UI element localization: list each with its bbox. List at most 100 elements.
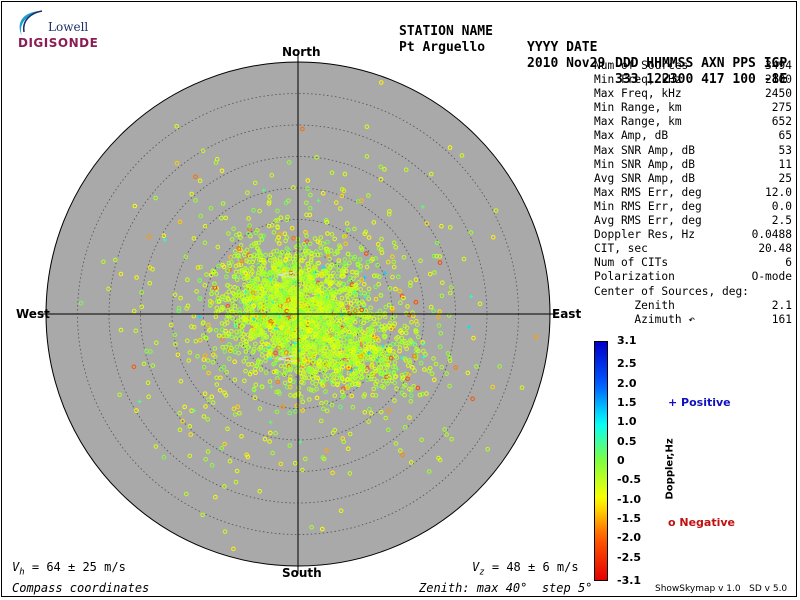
- source-point-negative: [287, 377, 293, 383]
- source-point-negative: [233, 248, 238, 254]
- source-point-negative: [412, 342, 418, 347]
- source-point-negative: [118, 271, 124, 277]
- source-point-negative: [331, 348, 336, 354]
- source-point-negative: [395, 335, 401, 340]
- source-point-negative: [405, 376, 410, 382]
- source-point-negative: [407, 415, 412, 420]
- source-point-negative: [241, 298, 247, 304]
- source-point-negative: [421, 348, 426, 354]
- source-point-negative: [260, 329, 265, 334]
- source-point-positive: [334, 335, 339, 340]
- source-point-negative: [497, 364, 502, 369]
- source-point-negative: [193, 338, 199, 344]
- source-point-negative: [265, 290, 270, 296]
- source-point-positive: [316, 293, 321, 298]
- source-point-negative: [340, 395, 345, 400]
- source-point-negative: [313, 288, 319, 294]
- source-point-negative: [393, 286, 398, 292]
- parameter-value: 0.0: [771, 199, 792, 213]
- source-point-negative: [263, 252, 268, 258]
- source-point-negative: [232, 412, 238, 417]
- source-point-negative: [265, 304, 271, 310]
- source-point-negative: [310, 270, 316, 276]
- source-point-negative: [229, 334, 234, 340]
- source-point-negative: [362, 330, 367, 336]
- source-point-negative: [355, 261, 361, 267]
- source-point-negative: [340, 389, 345, 395]
- source-point-negative: [113, 257, 118, 263]
- source-point-negative: [245, 296, 250, 302]
- source-point-negative: [378, 347, 383, 352]
- source-point-negative: [209, 291, 214, 297]
- source-point-negative: [253, 283, 258, 289]
- source-point-negative: [229, 329, 234, 334]
- source-point-negative: [101, 259, 106, 265]
- colorbar-tick-label: 3.1: [617, 334, 637, 347]
- colorbar-tick-label: 1.0: [617, 415, 637, 429]
- source-point-negative: [362, 282, 367, 287]
- source-point-negative: [305, 320, 311, 326]
- source-point-negative: [279, 249, 285, 255]
- source-point-negative: [252, 332, 257, 338]
- source-point-negative: [269, 338, 275, 343]
- source-point-negative: [491, 235, 496, 240]
- source-point-negative: [276, 345, 282, 351]
- source-point-negative: [358, 325, 363, 330]
- source-point-negative: [283, 370, 288, 376]
- parameter-value: 12.0: [765, 185, 792, 199]
- source-point-negative: [279, 325, 284, 330]
- source-point-negative: [364, 264, 370, 270]
- source-point-negative: [324, 448, 329, 453]
- source-point-negative: [352, 319, 358, 325]
- source-point-negative: [329, 342, 335, 347]
- source-point-negative: [327, 303, 333, 309]
- source-point-negative: [282, 322, 288, 327]
- source-point-negative: [337, 243, 342, 248]
- source-point-negative: [348, 275, 353, 281]
- source-point-negative: [187, 424, 193, 429]
- source-point-negative: [227, 458, 233, 464]
- source-point-negative: [330, 470, 335, 476]
- source-point-negative: [405, 304, 410, 309]
- source-point-negative: [347, 355, 353, 361]
- parameter-label: Min Freq, kHz: [594, 73, 682, 87]
- source-point-negative: [263, 272, 268, 278]
- source-point-negative: [183, 254, 189, 260]
- vh-symbol: V: [12, 560, 20, 574]
- source-point-negative: [336, 373, 341, 378]
- parameter-value: 11: [778, 157, 792, 171]
- source-point-negative: [314, 316, 320, 322]
- source-point-negative: [291, 185, 296, 190]
- source-point-negative: [269, 173, 275, 178]
- source-point-negative: [322, 374, 328, 379]
- source-point-negative: [381, 385, 387, 390]
- source-point-negative: [434, 253, 440, 259]
- colorbar-label: Doppler,Hz: [664, 438, 676, 500]
- source-point-negative: [359, 307, 365, 313]
- source-point-negative: [332, 312, 338, 317]
- source-point-negative: [368, 305, 374, 311]
- source-point-negative: [321, 336, 327, 342]
- parameter-value: 2100: [765, 73, 792, 87]
- source-point-negative: [354, 285, 359, 290]
- source-point-positive: [469, 294, 474, 299]
- source-point-negative: [187, 350, 193, 355]
- doppler-colorbar: [594, 341, 608, 581]
- source-point-negative: [268, 252, 274, 258]
- source-point-negative: [327, 256, 333, 262]
- source-point-negative: [305, 261, 311, 267]
- source-point-negative: [326, 363, 332, 368]
- source-point-negative: [266, 352, 271, 358]
- source-point-negative: [363, 344, 368, 349]
- source-point-negative: [372, 273, 377, 279]
- source-point-negative: [222, 322, 228, 327]
- source-point-negative: [278, 363, 284, 369]
- source-point-negative: [342, 318, 348, 324]
- source-point-negative: [214, 375, 219, 381]
- source-point-negative: [258, 303, 264, 309]
- source-point-negative: [277, 261, 282, 267]
- source-point-negative: [346, 370, 352, 376]
- source-point-negative: [241, 359, 247, 364]
- source-point-negative: [357, 257, 363, 262]
- parameter-row: Azimuth ↶ 161: [594, 313, 792, 327]
